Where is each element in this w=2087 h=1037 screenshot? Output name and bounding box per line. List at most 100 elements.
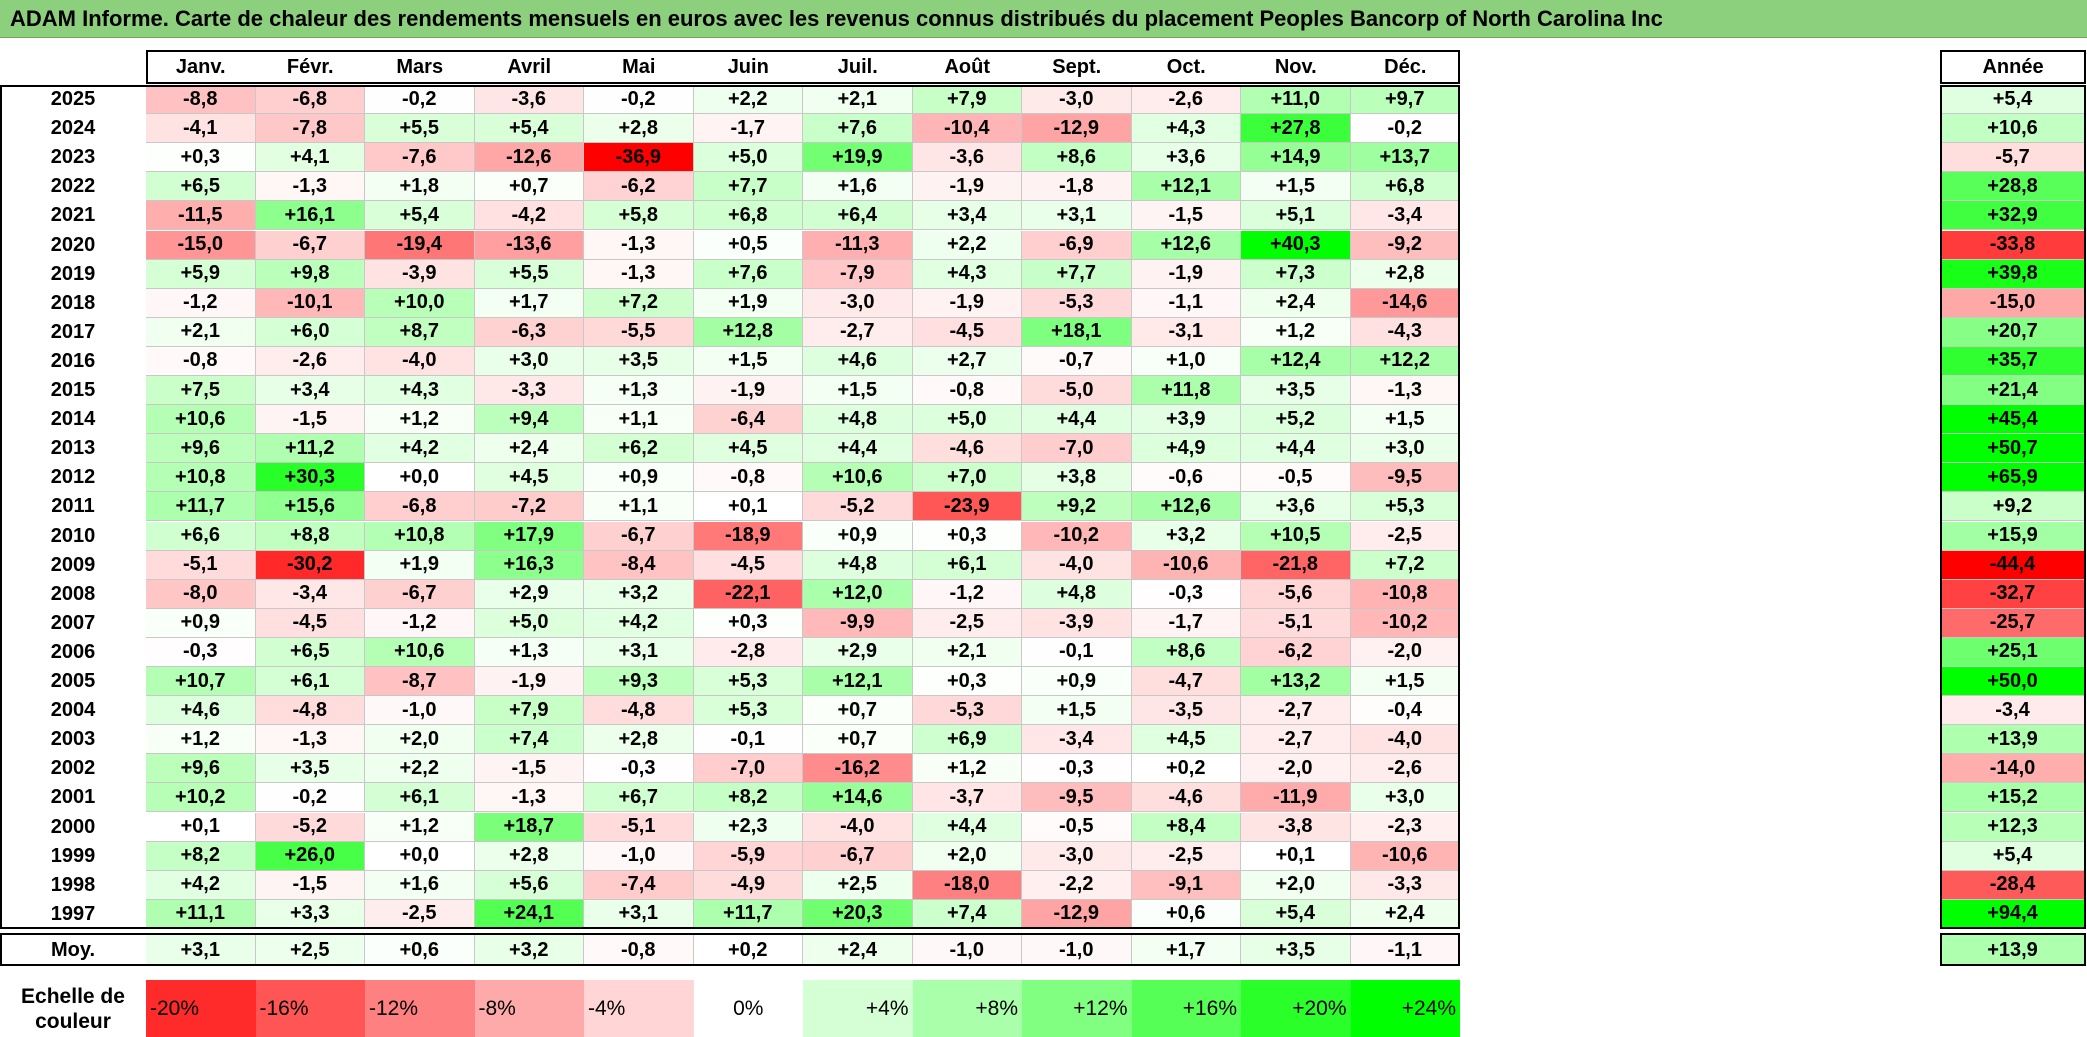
heatmap-cell: -5,3 — [1022, 288, 1132, 318]
heatmap-cell: -22,1 — [693, 579, 803, 609]
row-label-2019: 2019 — [50, 262, 96, 285]
heatmap-cell: +3,3 — [255, 899, 365, 929]
average-cell: -1,1 — [1350, 935, 1460, 966]
heatmap-cell: +11,7 — [146, 492, 256, 522]
heatmap-cell: +3,0 — [474, 346, 584, 376]
heatmap-cell: +7,3 — [1241, 259, 1351, 289]
column-header-8: Août — [944, 55, 991, 78]
heatmap-cell: +4,6 — [146, 696, 256, 726]
heatmap-cell: +0,1 — [693, 492, 803, 522]
heatmap-cell: -12,6 — [474, 143, 584, 173]
heatmap-cell: +7,7 — [693, 172, 803, 202]
column-header-12: Déc. — [1384, 55, 1427, 78]
heatmap-cell: +1,3 — [474, 637, 584, 667]
heatmap-cell: +4,5 — [1131, 725, 1241, 755]
heatmap-cell: +30,3 — [255, 463, 365, 493]
legend-swatch: -16% — [255, 980, 365, 1037]
heatmap-cell: -9,5 — [1022, 783, 1132, 813]
heatmap-cell: -11,3 — [803, 230, 913, 260]
heatmap-cell: -1,5 — [1131, 201, 1241, 231]
heatmap-cell: -3,0 — [1022, 85, 1132, 115]
heatmap-cell: +0,7 — [474, 172, 584, 202]
heatmap-cell: -4,9 — [693, 870, 803, 900]
row-label-2013: 2013 — [50, 437, 96, 460]
heatmap-cell: -3,0 — [1022, 841, 1132, 871]
heatmap-cell: +6,5 — [146, 172, 256, 202]
average-cell: +3,2 — [474, 935, 584, 966]
heatmap-cell: +4,2 — [584, 608, 694, 638]
heatmap-cell: +8,6 — [1131, 637, 1241, 667]
legend-swatch: -4% — [584, 980, 694, 1037]
legend-swatch: -20% — [146, 980, 256, 1037]
heatmap-cell: -12,9 — [1022, 899, 1132, 929]
heatmap-cell: -9,9 — [803, 608, 913, 638]
annual-cell: +13,9 — [1940, 725, 2086, 755]
heatmap-cell: -6,9 — [1022, 230, 1132, 260]
heatmap-cell: +2,8 — [1350, 259, 1460, 289]
heatmap-cell: +2,9 — [474, 579, 584, 609]
heatmap-cell: -0,2 — [255, 783, 365, 813]
legend-swatch: -8% — [474, 980, 584, 1037]
heatmap-cell: -10,2 — [1022, 521, 1132, 551]
column-header-1: Janv. — [175, 55, 226, 78]
heatmap-cell: +4,5 — [693, 434, 803, 464]
row-label-2000: 2000 — [50, 815, 96, 838]
legend-label-line1: Echelle de — [21, 984, 125, 1008]
row-label-2012: 2012 — [50, 466, 96, 489]
heatmap-cell: -14,6 — [1350, 288, 1460, 318]
heatmap-cell: +5,6 — [474, 870, 584, 900]
heatmap-cell: -0,1 — [1022, 637, 1132, 667]
heatmap-cell: +3,2 — [584, 579, 694, 609]
heatmap-cell: +5,1 — [1241, 201, 1351, 231]
annual-cell: +20,7 — [1940, 317, 2086, 347]
heatmap-cell: +11,2 — [255, 434, 365, 464]
heatmap-cell: -1,5 — [255, 870, 365, 900]
heatmap-cell: +1,5 — [1350, 405, 1460, 435]
heatmap-cell: -7,4 — [584, 870, 694, 900]
annual-cell: +35,7 — [1940, 346, 2086, 376]
heatmap-cell: +2,0 — [1241, 870, 1351, 900]
legend-swatch: +20% — [1241, 980, 1351, 1037]
heatmap-cell: -7,0 — [1022, 434, 1132, 464]
heatmap-cell: -2,5 — [912, 608, 1022, 638]
heatmap-cell: -8,4 — [584, 550, 694, 580]
annual-cell: +50,0 — [1940, 667, 2086, 697]
heatmap-cell: +2,4 — [1350, 899, 1460, 929]
heatmap-cell: -4,0 — [803, 812, 913, 842]
annual-cell: +12,3 — [1940, 812, 2086, 842]
heatmap-cell: -0,5 — [1022, 812, 1132, 842]
heatmap-cell: -30,2 — [255, 550, 365, 580]
heatmap-cell: -3,6 — [474, 85, 584, 115]
legend-swatch: +8% — [912, 980, 1022, 1037]
legend-label-line2: couleur — [35, 1009, 111, 1033]
heatmap-cell: +4,2 — [365, 434, 475, 464]
heatmap-cell: +7,6 — [693, 259, 803, 289]
heatmap-cell: -1,3 — [584, 259, 694, 289]
heatmap-cell: +1,2 — [365, 812, 475, 842]
average-row-label: Moy. — [50, 939, 96, 961]
heatmap-cell: +7,2 — [1350, 550, 1460, 580]
heatmap-cell: -3,6 — [912, 143, 1022, 173]
heatmap-cell: +4,6 — [803, 346, 913, 376]
heatmap-cell: +12,6 — [1131, 230, 1241, 260]
heatmap-cell: -19,4 — [365, 230, 475, 260]
heatmap-cell: -2,5 — [1350, 521, 1460, 551]
heatmap-cell: +18,1 — [1022, 317, 1132, 347]
heatmap-cell: +27,8 — [1241, 114, 1351, 144]
heatmap-cell: -1,1 — [1131, 288, 1241, 318]
heatmap-cell: -1,0 — [365, 696, 475, 726]
heatmap-cell: +9,6 — [146, 754, 256, 784]
heatmap-cell: +16,3 — [474, 550, 584, 580]
heatmap-cell: -2,6 — [1131, 85, 1241, 115]
heatmap-cell: -1,0 — [584, 841, 694, 871]
annual-cell: +28,8 — [1940, 172, 2086, 202]
heatmap-cell: +1,1 — [584, 405, 694, 435]
heatmap-cell: +10,7 — [146, 667, 256, 697]
heatmap-cell: -3,1 — [1131, 317, 1241, 347]
heatmap-cell: +4,8 — [803, 405, 913, 435]
heatmap-cell: -4,6 — [912, 434, 1022, 464]
heatmap-cell: -4,0 — [365, 346, 475, 376]
heatmap-cell: -3,9 — [1022, 608, 1132, 638]
heatmap-cell: +7,5 — [146, 376, 256, 406]
heatmap-cell: +14,6 — [803, 783, 913, 813]
